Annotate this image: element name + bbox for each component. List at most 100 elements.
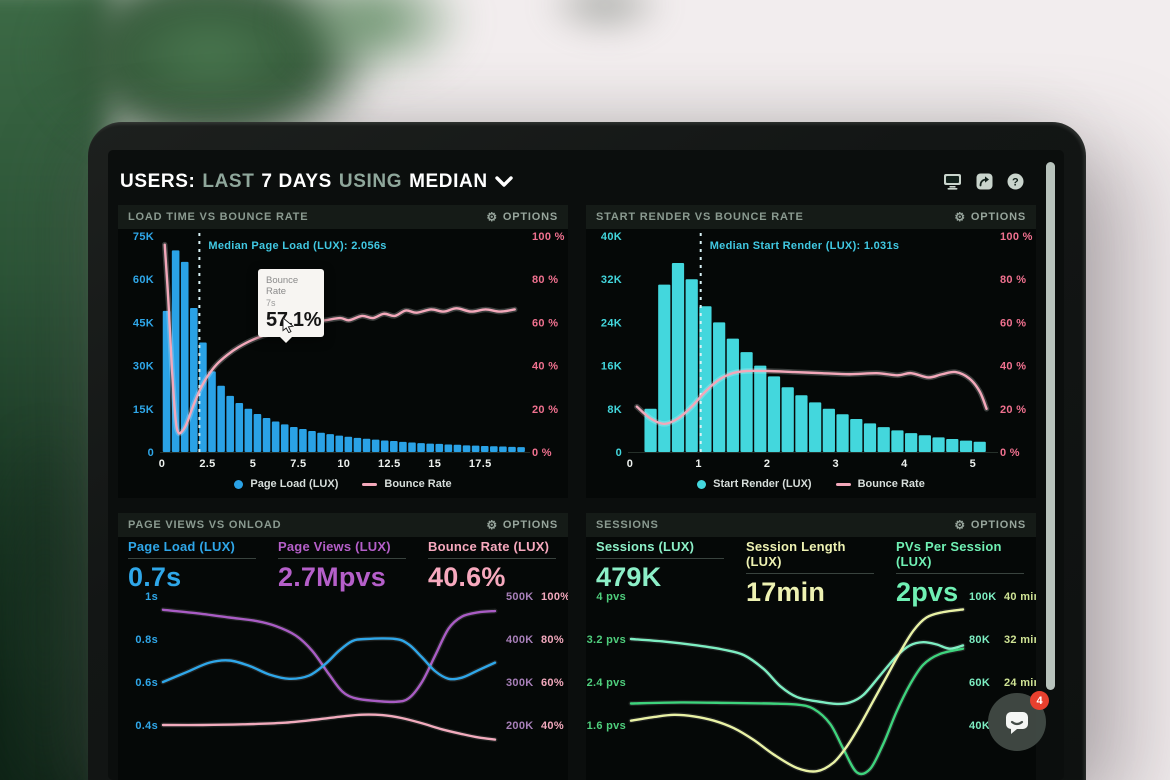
panel-sessions: SESSIONS ⚙ OPTIONS Sessions (LUX) 479K S… [586,513,1036,780]
svg-text:60 %: 60 % [1000,317,1026,329]
svg-text:0 %: 0 % [1000,447,1020,459]
svg-text:1: 1 [695,458,701,470]
panel-title-row: SESSIONS ⚙ OPTIONS [586,513,1036,537]
chat-widget-button[interactable]: 4 [988,691,1049,751]
svg-text:20 %: 20 % [1000,404,1026,416]
svg-text:100 %: 100 % [1000,231,1033,243]
panel-title-row: PAGE VIEWS VS ONLOAD ⚙ OPTIONS [118,513,568,537]
svg-text:60K: 60K [969,677,990,689]
svg-text:20 %: 20 % [532,404,558,416]
svg-text:10: 10 [337,458,350,470]
svg-text:24 min: 24 min [1004,677,1036,689]
page-views-line-chart: 1s 0.8s 0.6s 0.4s 500K 400K 300K 200K 100% 80% 60%… [135,591,568,743]
scope-last-label: LAST [202,170,255,192]
scope-using-label: USING [338,170,403,192]
svg-text:75K: 75K [133,231,154,243]
svg-text:16K: 16K [601,361,622,373]
dashboard-header: USERS: LAST 7 DAYS USING MEDIAN [108,150,1064,205]
metrics-row: Sessions (LUX) 479K Session Length (LUX)… [586,537,1036,607]
help-icon[interactable]: ? [1007,173,1024,190]
svg-text:40 %: 40 % [1000,361,1026,373]
metric-bounce-rate: Bounce Rate (LUX) 40.6% [428,539,564,593]
svg-text:0: 0 [148,447,154,459]
panel-start-render-vs-bounce-rate: START RENDER VS BOUNCE RATE ⚙ OPTIONS 40… [586,205,1036,498]
svg-text:1s: 1s [145,591,158,603]
metric-sessions: Sessions (LUX) 479K [596,539,732,593]
svg-text:60K: 60K [133,274,154,286]
metric-underline [896,573,1024,574]
svg-text:12.5: 12.5 [378,458,401,470]
chart-area: 1s 0.8s 0.6s 0.4s 500K 400K 300K 200K 100% 80% 60%… [118,590,568,780]
options-button[interactable]: ⚙ OPTIONS [486,518,558,532]
scope-days-label: 7 DAYS [261,170,332,192]
panel-title: START RENDER VS BOUNCE RATE [596,211,804,223]
header-icon-group: ? [943,173,1024,190]
svg-text:100K: 100K [969,591,997,603]
panel-title: SESSIONS [596,519,659,531]
svg-text:40%: 40% [541,720,564,732]
svg-text:0.8s: 0.8s [135,634,158,646]
svg-text:24K: 24K [601,317,622,329]
chat-icon [1006,711,1028,734]
share-icon[interactable] [976,173,993,190]
chevron-down-icon [494,176,513,187]
legend-item-page-load[interactable]: Page Load (LUX) [234,478,338,490]
legend-item-start-render[interactable]: Start Render (LUX) [697,478,812,490]
metric-underline [128,558,256,559]
svg-text:40K: 40K [969,720,990,732]
panel-title: LOAD TIME VS BOUNCE RATE [128,211,309,223]
legend-line-swatch [835,482,851,486]
panel-page-views-vs-onload: PAGE VIEWS VS ONLOAD ⚙ OPTIONS Page Load… [118,513,568,780]
svg-text:80K: 80K [969,634,990,646]
dashboard-screen: USERS: LAST 7 DAYS USING MEDIAN [108,150,1064,780]
svg-text:Median Start Render (LUX): 1.0: Median Start Render (LUX): 1.031s [710,240,900,252]
chart-legend: Page Load (LUX) Bounce Rate [118,478,568,490]
svg-text:2.5: 2.5 [199,458,215,470]
gear-icon: ⚙ [486,210,498,224]
svg-text:3: 3 [833,458,839,470]
svg-text:4 pvs: 4 pvs [596,591,626,603]
svg-text:0: 0 [627,458,633,470]
metric-underline [428,558,556,559]
chart-area: 4 pvs 3.2 pvs 2.4 pvs 1.6 pvs 100K 80K 60K 40K 4… [586,590,1036,780]
scope-median-label: MEDIAN [409,170,488,192]
background-leaf [280,0,470,80]
svg-text:400K: 400K [506,634,534,646]
svg-text:15: 15 [428,458,441,470]
sessions-line-chart: 4 pvs 3.2 pvs 2.4 pvs 1.6 pvs 100K 80K 60K 40K 4… [587,591,1036,777]
chat-unread-badge: 4 [1030,691,1049,710]
legend-item-bounce-rate[interactable]: Bounce Rate [362,478,452,490]
options-button[interactable]: ⚙ OPTIONS [954,210,1026,224]
panel-title: PAGE VIEWS VS ONLOAD [128,519,282,531]
display-icon[interactable] [943,173,962,190]
svg-text:Median Page Load (LUX): 2.056s: Median Page Load (LUX): 2.056s [208,240,386,252]
load-time-histogram-chart: 75K 60K 45K 30K 15K 0 100 % 80 % 60 % 40 % 20 % 0 %… [133,231,565,470]
svg-text:32K: 32K [601,274,622,286]
panel-title-row: LOAD TIME VS BOUNCE RATE ⚙ OPTIONS [118,205,568,229]
laptop-bezel: USERS: LAST 7 DAYS USING MEDIAN [88,122,1086,780]
svg-text:4: 4 [901,458,908,470]
report-scope-dropdown[interactable]: USERS: LAST 7 DAYS USING MEDIAN [120,171,513,193]
vertical-scrollbar[interactable] [1046,162,1055,690]
background-leaf [540,0,670,40]
svg-text:80 %: 80 % [532,274,558,286]
svg-text:100 %: 100 % [532,231,565,243]
svg-text:60%: 60% [541,677,564,689]
svg-text:15K: 15K [133,404,154,416]
svg-text:45K: 45K [133,317,154,329]
svg-text:60 %: 60 % [532,317,558,329]
svg-text:80%: 80% [541,634,564,646]
svg-text:80 %: 80 % [1000,274,1026,286]
svg-text:500K: 500K [506,591,534,603]
legend-item-bounce-rate[interactable]: Bounce Rate [835,478,925,490]
chart-legend: Start Render (LUX) Bounce Rate [586,478,1036,490]
svg-text:7.5: 7.5 [290,458,306,470]
options-button[interactable]: ⚙ OPTIONS [954,518,1026,532]
gear-icon: ⚙ [486,518,498,532]
svg-text:40K: 40K [601,231,622,243]
svg-text:17.5: 17.5 [469,458,492,470]
gear-icon: ⚙ [954,210,966,224]
options-button[interactable]: ⚙ OPTIONS [486,210,558,224]
legend-line-swatch [362,482,378,486]
svg-text:30K: 30K [133,361,154,373]
